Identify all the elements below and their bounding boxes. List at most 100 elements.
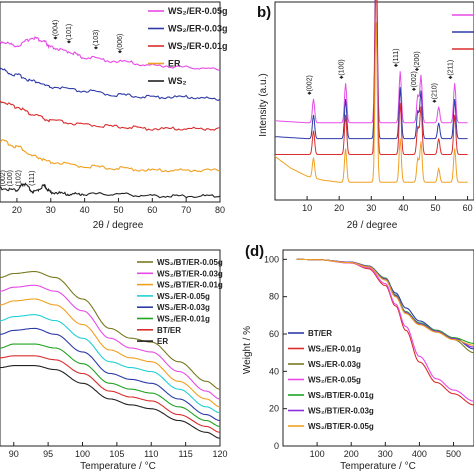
panel-b-peak-label: ♦(002) (307, 75, 314, 95)
panel-c-legend-label: WS₂/ER-0.05g (157, 292, 210, 301)
panel-d-legend: BT/ER WS₂/ER-0.01g WS₂/ER-0.03g WS₂/ER-0.05… (288, 329, 374, 431)
panel-c-legend-label: ER (157, 337, 168, 346)
panel-a-legend-label: WS₂/ER-0.05g (168, 6, 228, 16)
panel-a-peak-label: ♦(004) (53, 20, 60, 40)
panel-c-series-line (0, 355, 221, 433)
panel-b-x-tick-label: 50 (430, 203, 440, 213)
panel-d-x-tick-label: 100 (310, 449, 325, 459)
panel-d-letter: (d) (245, 243, 264, 260)
panel-c-x-ticks: 90 95 100 105 110 115 120 (9, 442, 228, 459)
panel-d-ticks: 100 200 300 400 500 0 20 40 60 80 100 (264, 254, 461, 459)
panel-a-x-label: 2θ / degree (93, 220, 144, 231)
panel-d-legend-label: WS₂/ER-0.01g (308, 345, 361, 354)
panel-d-x-tick-label: 300 (378, 449, 393, 459)
panel-c-frame (0, 249, 221, 447)
panel-a-series-line (0, 182, 221, 199)
panel-a-peak-label: ♦(103) (93, 30, 100, 50)
panel-a-series (0, 35, 221, 199)
panel-c-legend-label: WS₂/BT/ER-0.05g (157, 258, 223, 267)
panel-b-x-tick-label: 60 (463, 203, 473, 213)
panel-d-legend-label: WS₂/BT/ER-0.03g (308, 407, 374, 416)
panel-c-legend: WS₂/BT/ER-0.05g WS₂/BT/ER-0.03g WS₂/BT/ER-… (137, 258, 223, 346)
panel-a-peak-label: (102) (15, 170, 22, 186)
panel-d-legend-label: WS₂/ER-0.03g (308, 360, 361, 369)
panel-c: 90 95 100 105 110 115 120 WS₂/BT/ER-0.05gWS₂/B… (0, 249, 228, 472)
panel-c-x-tick-label: 115 (178, 449, 192, 459)
panel-c-legend-label: WS₂/ER-0.03g (157, 303, 210, 312)
panel-a-x-tick-label: 40 (80, 205, 90, 215)
panel-b-series-line (275, 0, 468, 124)
panel-c-x-tick-label: 95 (43, 449, 53, 459)
panel-a-legend-label: WS₂ (168, 76, 187, 86)
panel-d-x-tick-label: 400 (412, 449, 427, 459)
panel-c-series-line (0, 365, 221, 439)
panel-d-y-tick-label: 80 (269, 292, 279, 302)
panel-d-legend-label: WS₂/ER-0.05g (308, 376, 361, 385)
panel-b-series (274, 0, 468, 183)
panel-a-legend-label: ER (168, 59, 181, 69)
panel-b-peak-label: ♦(200) (414, 51, 421, 71)
panel-b-series-line (274, 22, 468, 183)
panel-a-series-line (0, 100, 221, 131)
panel-d-y-tick-label: 20 (269, 404, 279, 414)
panel-c-series (0, 271, 221, 439)
panel-a-legend: WS₂/ER-0.05g WS₂/ER-0.03g WS₂/ER-0.01g ER WS… (148, 6, 228, 86)
panel-d-legend-label: BT/ER (308, 329, 332, 338)
panel-b-series-line (275, 0, 468, 155)
panel-c-series-line (0, 327, 220, 422)
panel-c-x-tick-label: 100 (75, 449, 90, 459)
panel-b-y-label: Intensity (a.u.) (258, 73, 269, 136)
panel-a-x-tick-label: 80 (215, 205, 225, 215)
panel-d-legend-label: WS₂/BT/ER-0.05g (308, 422, 374, 431)
panel-c-series-line (0, 343, 220, 427)
panel-a-legend-label: WS₂/ER-0.01g (168, 41, 228, 51)
panel-a-peak-label: (002) (0, 170, 7, 186)
panel-c-x-tick-label: 120 (212, 449, 227, 459)
panel-c-series-line (0, 298, 221, 408)
panel-a-x-tick-label: 70 (181, 205, 191, 215)
panel-a: 20 30 40 50 60 70 80 ♦(004) ♦(101) ♦(103) ♦(006) (… (0, 1, 228, 231)
panel-c-x-tick-label: 90 (9, 449, 19, 459)
panel-a-peak-label: (100) (7, 170, 14, 186)
panel-c-x-tick-label: 105 (109, 449, 124, 459)
panel-b-peak-label: ♦(111) (393, 48, 400, 67)
panel-d-frame (282, 249, 474, 447)
panel-d-x-label: Temperature / °C (340, 461, 416, 472)
panel-b-peak-label: ♦(002) (411, 71, 418, 91)
panel-b-x-label: 2θ / degree (347, 220, 398, 231)
panel-a-legend-label: WS₂/ER-0.03g (168, 24, 228, 34)
panel-a-x-tick-label: 30 (46, 205, 56, 215)
panel-d-y-tick-label: 100 (264, 254, 279, 264)
panel-d-x-tick-label: 200 (344, 449, 359, 459)
panel-a-peak-label: ♦(101) (66, 24, 73, 44)
panel-c-legend-label: BT/ER (157, 326, 181, 335)
panel-a-x-tick-label: 50 (113, 205, 123, 215)
panel-b-peak-label: ♦(210) (432, 83, 439, 103)
panel-b-letter: b) (257, 4, 271, 21)
panel-d-x-tick-label: 500 (446, 449, 461, 459)
panel-a-peak-labels: ♦(004) ♦(101) ♦(103) ♦(006) (002) (100) (102) (… (0, 20, 124, 187)
panel-b-x-tick-label: 10 (302, 203, 312, 213)
panel-b-series-line (274, 0, 468, 140)
panel-b-x-tick-label: 40 (398, 203, 408, 213)
panel-d-series-line (296, 258, 474, 346)
panel-a-peak-label: ♦(006) (117, 34, 124, 54)
panel-c-legend-label: WS₂/ER-0.01g (157, 315, 210, 324)
panel-a-x-tick-label: 20 (12, 205, 22, 215)
panel-b-x-ticks: 10 20 30 40 50 60 (302, 196, 473, 213)
panel-a-x-ticks: 20 30 40 50 60 70 80 (12, 198, 225, 215)
panel-b-x-tick-label: 30 (366, 203, 376, 213)
panel-d: 100 200 300 400 500 0 20 40 60 80 100 BT/ER WS₂/ER-… (242, 243, 474, 472)
panel-a-series-line (0, 138, 221, 173)
panel-b-x-tick-label: 20 (334, 203, 344, 213)
panel-a-series-line (0, 35, 221, 72)
panel-a-frame (0, 1, 221, 203)
panel-b-peak-labels: ♦(002)♦(100)♦(101)♦(111)♦(002)♦(200)♦(21… (307, 48, 455, 103)
panel-b-peak-label: ♦(100) (339, 59, 346, 79)
panel-d-series (296, 258, 474, 406)
panel-b-peak-label: ♦(211) (448, 60, 455, 79)
panel-a-x-tick-label: 60 (147, 205, 157, 215)
panel-c-legend-label: WS₂/BT/ER-0.01g (157, 281, 223, 290)
panel-d-y-tick-label: 60 (269, 329, 279, 339)
